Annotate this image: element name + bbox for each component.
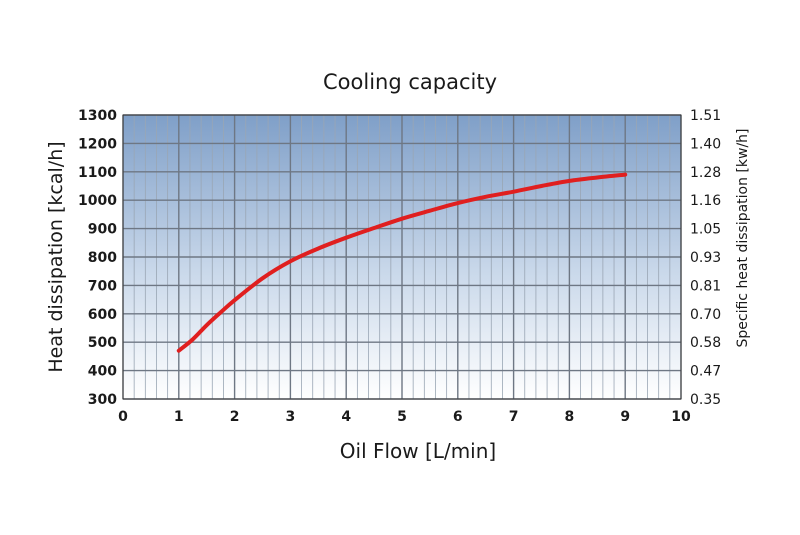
x-tick-label: 9 bbox=[620, 409, 630, 425]
x-tick-label: 7 bbox=[509, 409, 519, 425]
x-tick-label: 8 bbox=[565, 409, 575, 425]
y-tick-labels: 300 400 500 600 700 800 900 1000 1100 1200 1300 bbox=[78, 108, 117, 408]
y-tick-label: 1000 bbox=[78, 193, 117, 209]
y2-tick-label: 0.35 bbox=[690, 392, 721, 408]
y2-tick-label: 0.58 bbox=[690, 335, 721, 351]
y2-tick-label: 0.47 bbox=[690, 364, 721, 380]
x-tick-label: 2 bbox=[230, 409, 240, 425]
y2-tick-label: 1.05 bbox=[690, 222, 721, 238]
y2-tick-labels: 0.35 0.47 0.58 0.70 0.81 0.93 1.05 1.16 1.28 1.40… bbox=[690, 108, 721, 408]
y-tick-label: 400 bbox=[88, 364, 117, 380]
y2-tick-label: 0.70 bbox=[690, 307, 721, 323]
chart-title: Cooling capacity bbox=[323, 70, 497, 94]
y-tick-label: 600 bbox=[88, 307, 117, 323]
x-tick-label: 6 bbox=[453, 409, 463, 425]
y-tick-label: 800 bbox=[88, 250, 117, 266]
y2-tick-label: 0.93 bbox=[690, 250, 721, 266]
y-axis-label: Heat dissipation [kcal/h] bbox=[45, 141, 67, 372]
y-tick-label: 700 bbox=[88, 278, 117, 294]
y-tick-label: 1100 bbox=[78, 165, 117, 181]
x-tick-label: 10 bbox=[671, 409, 691, 425]
y2-tick-label: 1.51 bbox=[690, 108, 721, 124]
y2-tick-label: 1.28 bbox=[690, 165, 721, 181]
x-tick-labels: 0 1 2 3 4 5 6 7 8 9 10 bbox=[118, 409, 691, 425]
x-tick-label: 3 bbox=[286, 409, 296, 425]
y-tick-label: 300 bbox=[88, 392, 117, 408]
y-tick-label: 500 bbox=[88, 335, 117, 351]
y-tick-label: 1300 bbox=[78, 108, 117, 124]
x-tick-label: 1 bbox=[174, 409, 184, 425]
y2-tick-label: 0.81 bbox=[690, 278, 721, 294]
y-tick-label: 1200 bbox=[78, 136, 117, 152]
y2-tick-label: 1.16 bbox=[690, 193, 721, 209]
y2-axis-label: Specific heat dissipation [kw/h] bbox=[735, 128, 751, 347]
x-tick-label: 4 bbox=[341, 409, 351, 425]
x-tick-label: 5 bbox=[397, 409, 407, 425]
x-tick-label: 0 bbox=[118, 409, 128, 425]
x-axis-label: Oil Flow [L/min] bbox=[340, 439, 496, 463]
y2-tick-label: 1.40 bbox=[690, 136, 721, 152]
y-tick-label: 900 bbox=[88, 222, 117, 238]
